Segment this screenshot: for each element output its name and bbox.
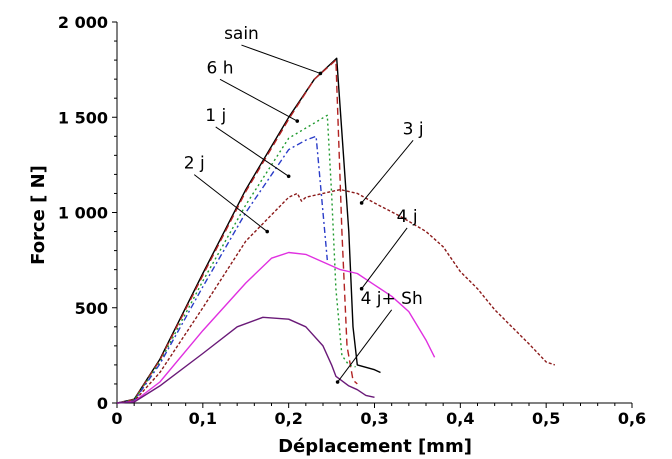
label-dot-sain — [318, 71, 323, 76]
series-label-1-j: 1 j — [205, 106, 226, 126]
x-axis-title: Déplacement [mm] — [278, 436, 472, 457]
series-line-3-j — [116, 188, 556, 404]
label-dot-6-h — [295, 119, 300, 123]
label-leader-6-h — [219, 78, 298, 122]
series-line-2-j — [116, 135, 328, 404]
series-layer — [116, 57, 556, 404]
x-tick-label: 0,6 — [618, 409, 646, 428]
series-line-1-j — [116, 114, 356, 404]
annotation-layer: sain 6 h 1 j 2 j 3 j 4 j 4 j+ Sh — [184, 24, 424, 384]
series-line-sain — [116, 57, 381, 404]
label-dot-2-j — [265, 229, 270, 234]
label-leader-2-j — [193, 174, 268, 232]
y-tick-label: 1 000 — [58, 204, 108, 223]
series-label-3-j: 3 j — [403, 119, 424, 139]
series-label-4-j-sh: 4 j+ Sh — [361, 289, 423, 309]
y-tick-label: 1 500 — [58, 108, 108, 127]
y-tick-label: 0 — [97, 394, 108, 413]
x-tick-label: 0,5 — [532, 409, 560, 428]
label-leader-sain — [241, 44, 321, 74]
y-axis-title: Force [ N] — [28, 165, 49, 265]
label-leader-3-j — [361, 139, 414, 204]
y-tick-label: 500 — [75, 299, 108, 318]
label-dot-1-j — [286, 174, 291, 179]
label-leader-4-j — [361, 227, 408, 289]
label-dot-4-j-sh — [335, 380, 340, 384]
series-label-4-j: 4 j — [397, 207, 418, 227]
series-line-6-h — [116, 59, 358, 404]
x-tick-label: 0,3 — [360, 409, 388, 428]
x-tick-label: 0,4 — [446, 409, 474, 428]
series-line-4-j-sh — [116, 316, 375, 404]
label-leader-1-j — [215, 126, 289, 177]
axes: 0 0,1 0,2 0,3 0,4 0,5 0,6 0 500 1 000 1 500 2 000 — [58, 13, 646, 428]
label-dot-3-j — [359, 201, 364, 205]
series-label-sain: sain — [224, 24, 259, 44]
y-tick-label: 2 000 — [58, 13, 108, 32]
series-line-4-j — [116, 251, 436, 404]
x-tick-label: 0,2 — [274, 409, 302, 428]
x-tick-label: 0 — [111, 409, 122, 428]
x-tick-label: 0,1 — [189, 409, 217, 428]
series-label-2-j: 2 j — [184, 154, 205, 174]
label-dot-4-j — [359, 286, 364, 291]
series-label-6-h: 6 h — [207, 58, 234, 78]
label-leader-4-j-sh — [337, 309, 393, 383]
